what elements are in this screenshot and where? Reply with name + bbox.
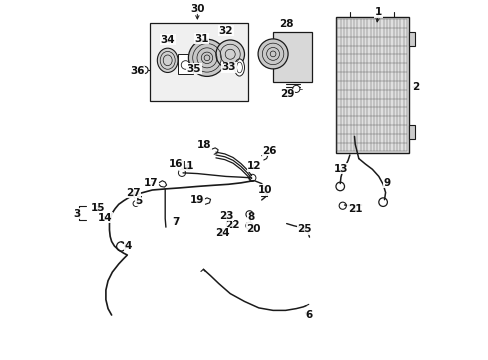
Text: 35: 35 bbox=[186, 64, 201, 73]
Text: 20: 20 bbox=[246, 224, 261, 234]
Bar bbox=[335, 18, 408, 153]
Text: 1: 1 bbox=[374, 7, 381, 17]
Bar bbox=[178, 54, 192, 74]
Text: 10: 10 bbox=[258, 185, 272, 195]
Text: 32: 32 bbox=[218, 26, 233, 36]
Bar bbox=[408, 125, 414, 139]
Text: 9: 9 bbox=[383, 178, 390, 188]
Bar bbox=[149, 23, 247, 102]
Text: 28: 28 bbox=[279, 18, 293, 28]
Bar bbox=[272, 32, 312, 82]
Circle shape bbox=[292, 85, 299, 93]
Text: 33: 33 bbox=[221, 63, 236, 72]
Circle shape bbox=[216, 40, 244, 68]
Text: 22: 22 bbox=[224, 220, 239, 230]
Text: 29: 29 bbox=[280, 89, 294, 99]
Text: 15: 15 bbox=[91, 203, 105, 213]
Text: 24: 24 bbox=[215, 228, 229, 238]
Text: 11: 11 bbox=[179, 161, 193, 171]
Text: 30: 30 bbox=[190, 4, 204, 14]
Text: 13: 13 bbox=[333, 163, 347, 174]
Text: 8: 8 bbox=[247, 212, 254, 222]
Text: 19: 19 bbox=[190, 195, 204, 205]
Text: 5: 5 bbox=[135, 196, 142, 206]
Text: 4: 4 bbox=[124, 241, 132, 251]
Ellipse shape bbox=[234, 59, 244, 76]
Text: 31: 31 bbox=[194, 34, 208, 44]
Text: 17: 17 bbox=[144, 178, 159, 188]
Text: 12: 12 bbox=[247, 161, 261, 171]
Circle shape bbox=[258, 39, 287, 69]
Text: 18: 18 bbox=[197, 140, 211, 150]
Text: 25: 25 bbox=[297, 224, 311, 234]
Text: 16: 16 bbox=[168, 159, 183, 169]
Text: 27: 27 bbox=[125, 188, 140, 198]
Text: 23: 23 bbox=[218, 211, 233, 221]
Circle shape bbox=[141, 66, 148, 73]
Circle shape bbox=[188, 39, 225, 76]
Bar bbox=[408, 32, 414, 46]
Text: 3: 3 bbox=[73, 209, 80, 219]
Text: 34: 34 bbox=[161, 35, 175, 45]
Text: 26: 26 bbox=[262, 146, 276, 156]
Text: 7: 7 bbox=[172, 217, 179, 227]
Text: 14: 14 bbox=[98, 213, 112, 223]
Ellipse shape bbox=[157, 48, 178, 72]
Text: 21: 21 bbox=[347, 204, 362, 214]
Text: 36: 36 bbox=[130, 66, 144, 76]
Text: 6: 6 bbox=[305, 310, 312, 320]
Text: 2: 2 bbox=[411, 82, 419, 92]
